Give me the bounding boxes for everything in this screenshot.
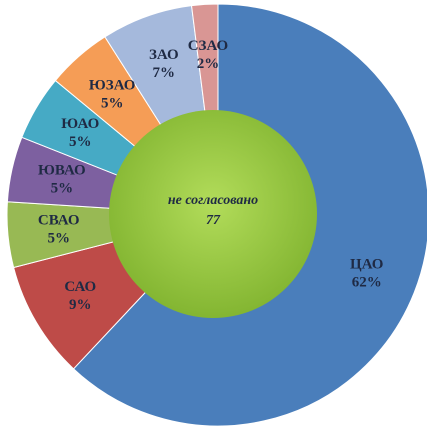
slice-name: ЮВАО	[38, 163, 86, 179]
slice-name: ЮАО	[61, 116, 99, 132]
slice-value: 62%	[352, 274, 382, 290]
labels: ЦАО62%САО9%СВАО5%ЮВАО5%ЮАО5%ЮЗАО5%ЗАО7%С…	[38, 38, 384, 313]
slice-value: 9%	[69, 297, 92, 313]
slice-value: 5%	[51, 181, 74, 197]
slice-name: ЦАО	[350, 256, 383, 272]
center-label: не согласовано	[168, 193, 258, 208]
center-value: 77	[206, 213, 221, 228]
slice-name: САО	[64, 279, 96, 295]
slice-name: ЮЗАО	[89, 77, 136, 93]
center-circle	[109, 110, 317, 318]
slice-name: ЗАО	[149, 47, 179, 63]
slice-value: 5%	[69, 134, 92, 150]
slice-name: СЗАО	[188, 38, 229, 54]
slice-value: 7%	[153, 65, 176, 81]
slice-value: 2%	[197, 56, 220, 72]
slice-value: 5%	[101, 95, 124, 111]
slice-name: СВАО	[38, 212, 80, 228]
slice-value: 5%	[47, 230, 70, 246]
